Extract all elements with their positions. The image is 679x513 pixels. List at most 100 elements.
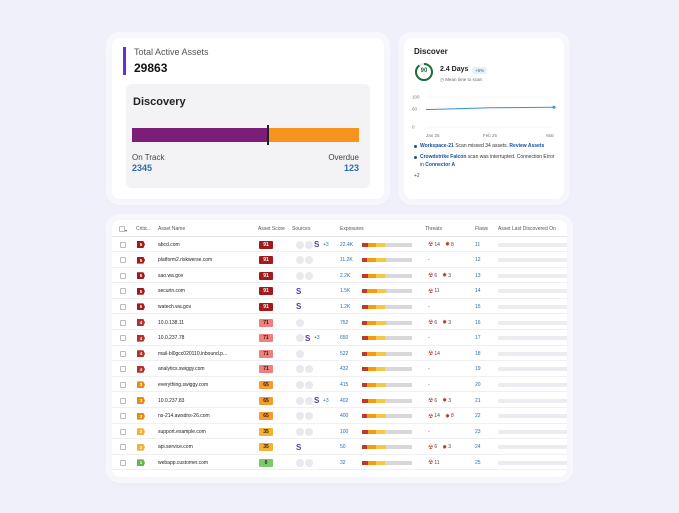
asset-name[interactable]: everything.swiggy.com (158, 381, 209, 388)
asset-name[interactable]: mail-bl0gcc020110.inbound.p... (158, 350, 228, 357)
asset-name[interactable]: securin.com (158, 288, 185, 295)
header-threats[interactable]: Threats (425, 226, 442, 232)
table-row[interactable]: 2 support.example.com 35 100 - 23 (112, 424, 567, 440)
row-checkbox[interactable] (120, 319, 126, 326)
threats-cell[interactable]: - (428, 331, 430, 346)
header-asset-score[interactable]: Asset Score (258, 226, 285, 232)
exposure-count[interactable]: 2.2K (340, 272, 351, 279)
flaws-count[interactable]: 15 (475, 303, 481, 310)
header-asset-name[interactable]: Asset Name (158, 226, 186, 232)
row-checkbox[interactable] (120, 397, 126, 404)
asset-name[interactable]: abcd.com (158, 241, 180, 248)
flaws-count[interactable]: 12 (475, 257, 481, 264)
table-row[interactable]: 5 securin.com 91 S 1.5K ☢ 11 14 (112, 284, 567, 299)
threats-cell[interactable]: ☢ 14 (428, 346, 440, 361)
row-checkbox[interactable] (120, 241, 126, 248)
table-row[interactable]: 4 analytics.swiggy.com 71 432 - 19 (112, 362, 567, 377)
threats-cell[interactable]: - (428, 377, 430, 392)
threats-cell[interactable]: ☢ 14 ✸ 8 (428, 409, 454, 424)
news-lead[interactable]: Crowdstrike Falcon (420, 154, 467, 160)
news-lead[interactable]: Workspace-21 (420, 143, 454, 149)
exposure-count[interactable]: 400 (340, 413, 349, 420)
threats-cell[interactable]: - (428, 253, 430, 268)
more-news-link[interactable]: +2 (414, 173, 420, 179)
flaws-count[interactable]: 19 (475, 366, 481, 373)
flaws-count[interactable]: 22 (475, 413, 481, 420)
flaws-count[interactable]: 23 (475, 428, 481, 435)
more-sources[interactable]: +3 (323, 397, 329, 404)
exposure-count[interactable]: 432 (340, 366, 349, 373)
flaws-count[interactable]: 11 (475, 241, 481, 248)
asset-name[interactable]: ns-214.awsdns-26.com (158, 413, 210, 420)
asset-name[interactable]: support.example.com (158, 428, 206, 435)
table-row[interactable]: 5 abcd.com 91 S +3 22.4K ☢ 14 ✸ 8 11 (112, 237, 567, 252)
threats-cell[interactable]: ☢ 6 ✸ 3 (428, 315, 451, 330)
flaws-count[interactable]: 16 (475, 319, 481, 326)
table-row[interactable]: 4 10.0.138.11 71 752 ☢ 6 ✸ 3 16 (112, 315, 567, 330)
flaws-count[interactable]: 17 (475, 335, 481, 342)
asset-name[interactable]: api.service.com (158, 444, 193, 451)
row-checkbox[interactable] (120, 335, 126, 342)
header-exposures[interactable]: Exposures (340, 226, 364, 232)
table-row[interactable]: 2 api.service.com 35 S 50 ☢ 6 ✸ 3 24 (112, 440, 567, 455)
asset-name[interactable]: 10.0.237.83 (158, 397, 185, 404)
row-checkbox[interactable] (120, 303, 126, 310)
asset-name[interactable]: sao.wa.gov (158, 272, 184, 279)
exposure-count[interactable]: 415 (340, 381, 349, 388)
review-assets-link[interactable]: Review Assets (509, 143, 545, 149)
header-criticality[interactable]: Critic.. (136, 226, 151, 232)
table-row[interactable]: 3 ns-214.awsdns-26.com 65 400 ☢ 14 ✸ 8 22 (112, 409, 567, 424)
flaws-count[interactable]: 14 (475, 288, 481, 295)
row-checkbox[interactable] (120, 350, 126, 357)
table-row[interactable]: 1 webapp.customer.com 0 32 ☢ 11 25 (112, 455, 567, 471)
threats-cell[interactable]: - (428, 299, 430, 314)
more-sources[interactable]: +3 (323, 241, 329, 248)
exposure-count[interactable]: 522 (340, 350, 349, 357)
threats-cell[interactable]: ☢ 6 ✸ 3 (428, 393, 451, 408)
table-row[interactable]: 5 platform2.riskwerse.com 91 11.2K - 12 (112, 253, 567, 268)
threats-cell[interactable]: ☢ 6 ✸ 3 (428, 440, 451, 455)
row-checkbox[interactable] (120, 366, 126, 373)
header-flaws[interactable]: Flaws (475, 226, 489, 232)
table-row[interactable]: 5 sao.wa.gov 91 2.2K ☢ 6 ✸ 3 13 (112, 268, 567, 284)
exposure-count[interactable]: 100 (340, 428, 349, 435)
table-row[interactable]: 5 watech.wa.gov 91 S 1.2K - 15 (112, 299, 567, 315)
exposure-count[interactable]: 402 (340, 397, 349, 404)
row-checkbox[interactable] (120, 428, 126, 435)
more-sources[interactable]: +3 (314, 335, 320, 342)
table-row[interactable]: 3 everything.swiggy.com 65 415 - 20 (112, 377, 567, 393)
flaws-count[interactable]: 24 (475, 444, 481, 451)
row-checkbox[interactable] (120, 381, 126, 388)
row-checkbox[interactable] (120, 444, 126, 451)
chevron-down-icon[interactable]: ▾ (125, 228, 128, 233)
exposure-count[interactable]: 752 (340, 319, 349, 326)
flaws-count[interactable]: 13 (475, 272, 481, 279)
table-row[interactable]: 4 10.0.237.78 71 S +3 650 - 17 (112, 331, 567, 346)
header-last-discovered[interactable]: Asset Last Discovered On (498, 226, 556, 232)
header-sources[interactable]: Sources (292, 226, 311, 232)
table-row[interactable]: 4 mail-bl0gcc020110.inbound.p... 71 522 … (112, 346, 567, 362)
threats-cell[interactable]: ☢ 14 ✸ 8 (428, 237, 454, 252)
threats-cell[interactable]: ☢ 11 (428, 455, 440, 470)
row-checkbox[interactable] (120, 413, 126, 420)
threats-cell[interactable]: - (428, 424, 430, 439)
exposure-count[interactable]: 50 (340, 444, 346, 451)
on-track-value[interactable]: 2345 (132, 163, 153, 173)
flaws-count[interactable]: 20 (475, 381, 481, 388)
exposure-count[interactable]: 1.2K (340, 303, 351, 310)
flaws-count[interactable]: 21 (475, 397, 481, 404)
row-checkbox[interactable] (120, 459, 126, 466)
select-all-checkbox[interactable]: ▾ (119, 226, 127, 234)
flaws-count[interactable]: 25 (475, 459, 481, 466)
exposure-count[interactable]: 650 (340, 335, 349, 342)
asset-name[interactable]: watech.wa.gov (158, 303, 192, 310)
overdue-value[interactable]: 123 (343, 163, 359, 173)
asset-name[interactable]: 10.0.138.11 (158, 319, 185, 326)
threats-cell[interactable]: ☢ 6 ✸ 3 (428, 268, 451, 283)
exposure-count[interactable]: 1.5K (340, 288, 351, 295)
connector-link[interactable]: Connector A (425, 162, 456, 168)
table-row[interactable]: 3 10.0.237.83 65 S +3 402 ☢ 6 ✸ 3 21 (112, 393, 567, 408)
exposure-count[interactable]: 11.2K (340, 257, 353, 264)
row-checkbox[interactable] (120, 272, 126, 279)
asset-name[interactable]: 10.0.237.78 (158, 335, 185, 342)
